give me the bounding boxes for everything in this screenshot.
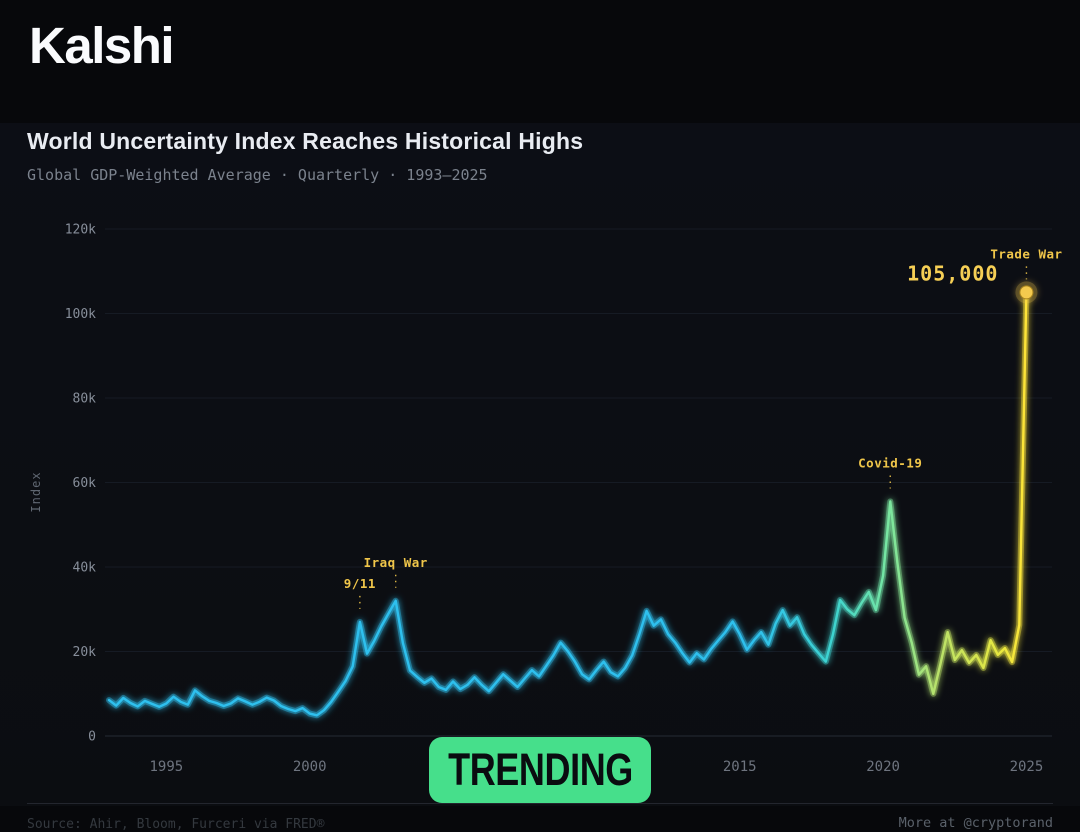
- uncertainty-series-line: [107, 291, 1028, 717]
- footer: Source: Ahir, Bloom, Furceri via FRED® M…: [27, 803, 1053, 832]
- peak-point-marker: [1019, 285, 1034, 300]
- x-axis-tick-label: 2025: [1010, 759, 1044, 775]
- trending-badge-label: TRENDING: [447, 744, 633, 795]
- chart-subtitle: Global GDP-Weighted Average · Quarterly …: [27, 166, 488, 184]
- x-axis-tick-label: 2015: [723, 759, 757, 775]
- y-axis-tick-label: 40k: [73, 561, 97, 576]
- kalshi-logo: Kalshi: [29, 17, 175, 74]
- annotation-label-covid-19: Covid-19: [858, 456, 922, 471]
- y-axis-tick-label: 0: [88, 730, 96, 745]
- source-note: Source: Ahir, Bloom, Furceri via FRED®: [27, 817, 325, 832]
- peak-value-label: 105,000: [907, 261, 998, 285]
- chart-card: [0, 123, 1080, 806]
- page-title: World Uncertainty Index Reaches Historic…: [27, 128, 584, 154]
- y-axis-title: Index: [29, 471, 43, 512]
- x-axis-tick-label: 2020: [866, 759, 900, 775]
- annotation-label-iraq-war: Iraq War: [364, 555, 428, 570]
- y-axis-tick-label: 60k: [73, 476, 97, 491]
- annotation-label-9-11: 9/11: [344, 576, 376, 591]
- y-axis-tick-label: 100k: [65, 307, 96, 322]
- trending-badge[interactable]: TRENDING: [429, 737, 651, 803]
- y-axis-tick-label: 80k: [73, 392, 97, 407]
- x-axis-tick-label: 1995: [149, 759, 183, 775]
- annotation-label-trade-war: Trade War: [990, 246, 1062, 261]
- x-axis-tick-label: 2000: [293, 759, 327, 775]
- y-axis-tick-label: 120k: [65, 223, 96, 238]
- credit-link[interactable]: More at @cryptorand: [898, 815, 1053, 831]
- y-axis-tick-label: 20k: [73, 645, 97, 660]
- series-group: [106, 289, 1030, 719]
